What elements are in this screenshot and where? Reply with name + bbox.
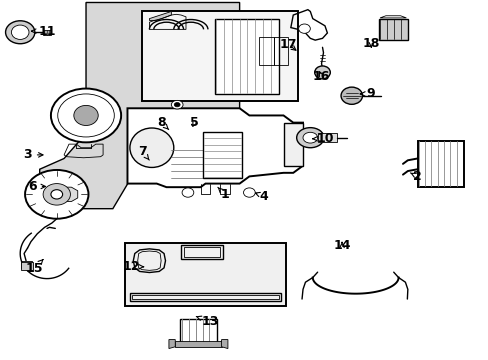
Ellipse shape: [25, 170, 88, 219]
Ellipse shape: [130, 128, 173, 167]
Text: 6: 6: [28, 180, 45, 193]
Bar: [273, 37, 288, 65]
Text: 13: 13: [196, 315, 219, 328]
Ellipse shape: [296, 128, 324, 148]
Text: 15: 15: [25, 260, 43, 275]
Bar: [181, 245, 222, 259]
Bar: [21, 262, 33, 270]
Bar: [378, 19, 407, 40]
Polygon shape: [221, 339, 227, 348]
Text: 17: 17: [279, 38, 297, 51]
Text: 5: 5: [190, 116, 199, 129]
Ellipse shape: [182, 188, 193, 197]
Text: 10: 10: [312, 132, 333, 145]
Bar: [183, 247, 220, 257]
Polygon shape: [127, 108, 303, 187]
Ellipse shape: [298, 24, 310, 33]
Bar: [180, 319, 216, 343]
Polygon shape: [168, 339, 175, 348]
Bar: [317, 133, 336, 142]
Bar: [132, 295, 278, 300]
Text: 18: 18: [362, 37, 379, 50]
Bar: [259, 37, 273, 65]
Polygon shape: [49, 187, 78, 202]
Bar: [215, 19, 278, 94]
Bar: [142, 12, 298, 101]
Text: 8: 8: [157, 116, 168, 130]
Bar: [42, 30, 51, 35]
Ellipse shape: [314, 66, 330, 79]
Text: 7: 7: [138, 145, 149, 160]
Bar: [125, 243, 285, 306]
Text: 9: 9: [360, 87, 374, 100]
Ellipse shape: [58, 94, 114, 137]
Text: 14: 14: [333, 239, 350, 252]
Bar: [203, 132, 242, 178]
Ellipse shape: [51, 89, 121, 142]
Ellipse shape: [11, 25, 29, 40]
Ellipse shape: [303, 132, 317, 143]
Polygon shape: [283, 123, 303, 166]
Text: 11: 11: [31, 25, 56, 38]
Polygon shape: [149, 12, 171, 21]
Bar: [130, 293, 281, 301]
Ellipse shape: [51, 190, 62, 199]
Text: 4: 4: [255, 190, 268, 203]
Ellipse shape: [174, 103, 180, 107]
Bar: [175, 341, 221, 347]
Ellipse shape: [5, 21, 35, 44]
Ellipse shape: [74, 105, 98, 126]
Text: 16: 16: [312, 69, 329, 82]
Text: 3: 3: [23, 148, 43, 161]
Bar: [21, 261, 32, 268]
Polygon shape: [40, 3, 239, 209]
Ellipse shape: [171, 100, 183, 109]
Text: 1: 1: [217, 187, 229, 201]
Ellipse shape: [340, 87, 362, 104]
Ellipse shape: [243, 188, 255, 197]
Text: 2: 2: [409, 170, 421, 183]
Ellipse shape: [43, 184, 70, 205]
Bar: [417, 140, 463, 187]
Text: 12: 12: [122, 260, 143, 273]
